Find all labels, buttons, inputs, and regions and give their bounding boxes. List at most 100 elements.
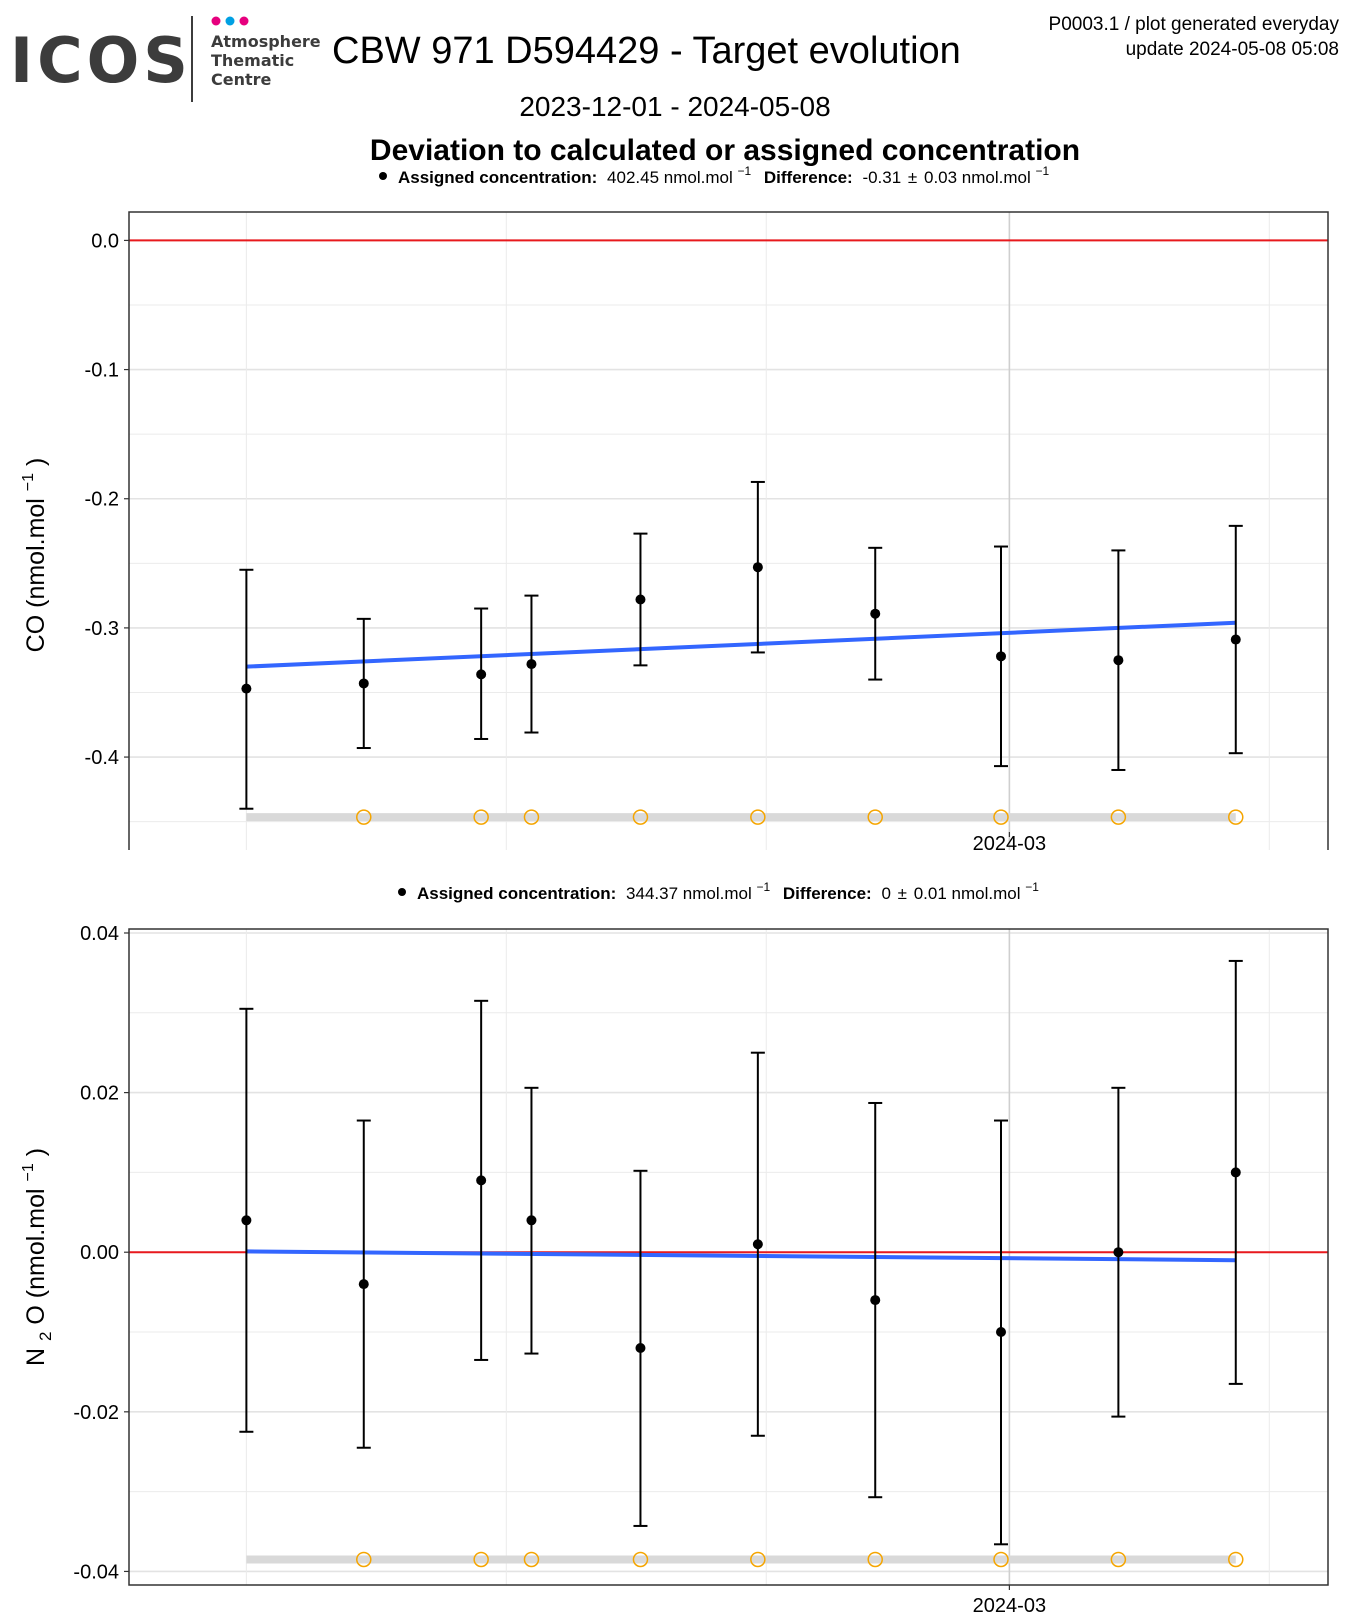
co-data-point xyxy=(996,651,1006,662)
co-legend-value-2b: 0.03 nmol.mol xyxy=(924,168,1031,187)
n2o-y-axis-title: N 2 O (nmol.mol −1 ) xyxy=(11,1148,57,1366)
n2o-data-marks xyxy=(239,959,1243,1546)
n2o-data-point xyxy=(526,1215,537,1226)
n2o-ylabel-main: N xyxy=(22,1348,50,1366)
logo-dot-1 xyxy=(211,16,221,26)
n2o-chart: Assigned concentration: 344.37 nmol.mol … xyxy=(11,876,1329,1617)
n2o-flag-marker xyxy=(1228,1551,1244,1568)
n2o-data-point xyxy=(476,1175,487,1186)
n2o-y-tick-label: -0.02 xyxy=(73,1402,119,1424)
meta-line-2: update 2024-05-08 05:08 xyxy=(1126,39,1339,60)
page-title: CBW 971 D594429 - Target evolution xyxy=(332,30,961,72)
n2o-legend-label-2: Difference: xyxy=(783,884,872,903)
co-flag-marker xyxy=(473,809,489,825)
logo-line-3: Centre xyxy=(211,70,272,89)
co-flag-band xyxy=(246,809,1244,825)
co-data-marks xyxy=(239,480,1243,810)
n2o-ylabel-sup: −1 xyxy=(20,1163,37,1181)
n2o-legend: Assigned concentration: 344.37 nmol.mol … xyxy=(417,876,1039,903)
n2o-ylabel-close: ) xyxy=(22,1148,50,1156)
co-flag-marker xyxy=(993,809,1009,825)
n2o-flag-marker xyxy=(356,1551,372,1568)
co-flag-marker xyxy=(1228,809,1244,825)
co-data-point xyxy=(752,562,763,573)
co-legend-sup-2: −1 xyxy=(1036,164,1050,178)
n2o-y-tick-label: 0.02 xyxy=(80,1083,119,1105)
co-data-point xyxy=(870,608,881,619)
co-y-tick-label: -0.3 xyxy=(85,618,119,640)
n2o-data-point xyxy=(1230,1167,1241,1178)
n2o-legend-value-2: 0 xyxy=(881,884,890,903)
co-y-tick-label: -0.4 xyxy=(85,747,119,769)
n2o-x-tick-label: 2024-03 xyxy=(973,1595,1046,1617)
logo-dot-3 xyxy=(239,16,249,26)
co-trend-line xyxy=(246,620,1236,669)
co-data-point xyxy=(476,669,487,680)
co-y-tick-label: 0.0 xyxy=(91,230,119,252)
co-chart: Assigned concentration: 402.45 nmol.mol … xyxy=(20,160,1329,850)
co-flag-marker xyxy=(632,809,649,825)
n2o-trend xyxy=(246,1249,1236,1263)
icos-logo-wordmark: ICOS xyxy=(10,24,192,97)
co-data-point xyxy=(1230,634,1241,645)
n2o-legend-value-1: 344.37 nmol.mol xyxy=(626,884,752,903)
legend-point-symbol xyxy=(398,888,406,896)
logo-line-1: Atmosphere xyxy=(211,32,321,51)
co-legend-value-2: -0.31 xyxy=(862,168,901,187)
co-flag-marker xyxy=(867,809,883,825)
n2o-plot-border xyxy=(128,928,1329,1586)
co-ylabel-close: ) xyxy=(22,458,50,466)
n2o-trend-line xyxy=(246,1249,1236,1263)
n2o-flag-marker xyxy=(473,1551,489,1568)
co-plot-border xyxy=(128,211,1329,850)
co-y-tick-label: -0.2 xyxy=(85,489,119,511)
co-trend xyxy=(246,620,1236,669)
meta-line-1: P0003.1 / plot generated everyday xyxy=(1049,14,1340,35)
period-subtitle: 2023-12-01 - 2024-05-08 xyxy=(519,91,830,122)
n2o-y-tick-label: -0.04 xyxy=(73,1561,119,1583)
header: ICOS Atmosphere Thematic Centre CBW 971 … xyxy=(10,14,1340,167)
n2o-legend-sup-1: −1 xyxy=(756,880,770,894)
n2o-flag-marker xyxy=(632,1551,649,1568)
co-flag-marker xyxy=(356,809,372,825)
n2o-data-point xyxy=(358,1279,369,1290)
legend-point-symbol xyxy=(379,172,387,180)
co-data-point xyxy=(635,594,646,605)
co-y-tick-label: -0.1 xyxy=(85,360,119,382)
co-legend: Assigned concentration: 402.45 nmol.mol … xyxy=(398,160,1050,187)
co-flag-marker xyxy=(750,809,766,825)
n2o-data-point xyxy=(870,1295,881,1306)
co-grid xyxy=(129,212,1328,850)
n2o-legend-value-2b: 0.01 nmol.mol xyxy=(914,884,1021,903)
n2o-flag-marker xyxy=(867,1551,883,1568)
n2o-flag-band xyxy=(246,1551,1244,1568)
co-flag-marker xyxy=(523,809,540,825)
n2o-y-tick-label: 0.00 xyxy=(80,1242,119,1264)
n2o-flag-marker xyxy=(750,1551,766,1568)
co-data-point xyxy=(526,659,537,670)
n2o-flag-marker xyxy=(523,1551,540,1568)
n2o-y-ticks: 0.04 0.02 0.00 -0.02 -0.04 xyxy=(73,923,129,1583)
co-legend-label-1: Assigned concentration: xyxy=(398,168,597,187)
co-data-point xyxy=(1113,655,1124,666)
co-x-tick-label: 2024-03 xyxy=(973,833,1046,850)
co-y-ticks: 0.0 -0.1 -0.2 -0.3 -0.4 xyxy=(85,230,129,769)
n2o-legend-label-1: Assigned concentration: xyxy=(417,884,616,903)
n2o-flag-marker xyxy=(1110,1551,1127,1568)
figure-title: Deviation to calculated or assigned conc… xyxy=(370,134,1080,167)
co-legend-label-2: Difference: xyxy=(764,168,853,187)
n2o-data-point xyxy=(241,1215,252,1226)
n2o-data-point xyxy=(635,1342,646,1353)
co-ylabel-sup: −1 xyxy=(20,473,37,491)
co-flag-marker xyxy=(1110,809,1127,825)
logo-line-2: Thematic xyxy=(211,51,294,70)
n2o-legend-pm: ± xyxy=(898,884,907,903)
n2o-flag-marker xyxy=(993,1551,1009,1568)
n2o-data-point xyxy=(1113,1247,1124,1258)
n2o-data-point xyxy=(996,1327,1006,1338)
co-legend-pm: ± xyxy=(908,168,917,187)
n2o-ylabel-rest: O (nmol.mol xyxy=(22,1188,50,1324)
n2o-ylabel-sub: 2 xyxy=(36,1332,55,1341)
co-legend-sup-1: −1 xyxy=(737,164,751,178)
logo-dot-2 xyxy=(225,16,235,26)
